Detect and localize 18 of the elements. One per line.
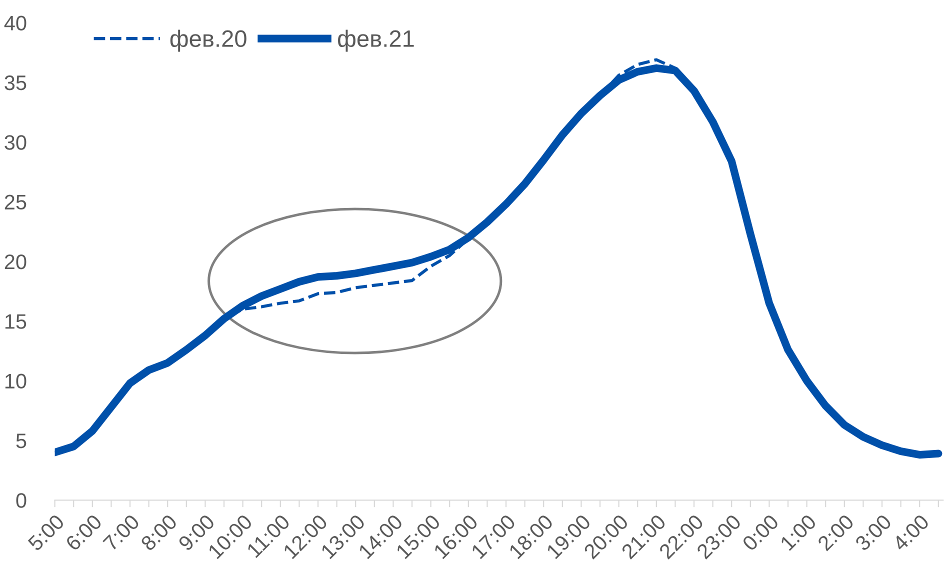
x-tick-label: 3:00	[854, 514, 892, 552]
x-tick-label: 7:00	[102, 514, 140, 552]
x-tick-label: 5:00	[27, 514, 66, 552]
y-tick-label: 25	[4, 194, 26, 210]
y-tick-label: 10	[5, 374, 26, 389]
y-tick-label: 40	[4, 16, 26, 31]
y-tick-label: 15	[5, 314, 26, 329]
legend-label: фев.20	[170, 30, 246, 52]
y-tick-label: 0	[16, 493, 26, 508]
x-tick-label: 4:00	[892, 514, 930, 552]
legend-label: фев.21	[338, 30, 414, 52]
x-tick-label: 8:00	[140, 514, 178, 552]
x-tick-label: 6:00	[64, 514, 103, 552]
x-tick-label: 0:00	[742, 514, 780, 552]
y-tick-label: 5	[16, 434, 26, 448]
y-tick-label: 35	[4, 75, 26, 90]
y-tick-label: 20	[4, 254, 26, 270]
y-tick-label: 30	[4, 135, 26, 150]
